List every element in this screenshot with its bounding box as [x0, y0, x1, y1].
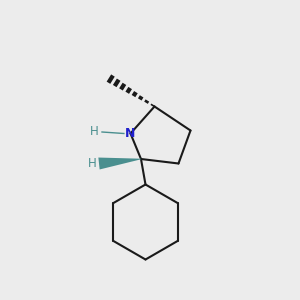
Polygon shape [106, 74, 115, 84]
Polygon shape [119, 83, 126, 91]
Polygon shape [132, 91, 138, 97]
Polygon shape [125, 87, 132, 94]
Text: N: N [125, 127, 136, 140]
Polygon shape [138, 95, 143, 100]
Polygon shape [98, 158, 141, 169]
Text: H: H [90, 125, 99, 139]
Polygon shape [144, 99, 149, 104]
Polygon shape [113, 79, 121, 87]
Polygon shape [151, 103, 155, 107]
Text: H: H [87, 157, 96, 170]
